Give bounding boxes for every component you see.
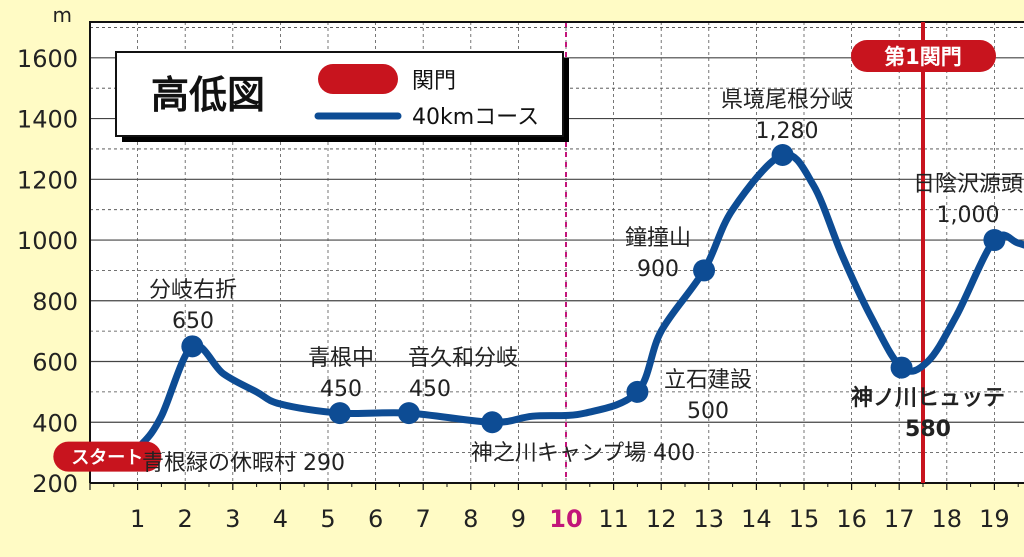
x-tick-label: 14 [741,505,772,533]
legend-course-label: 40kmコース [412,105,539,130]
checkpoint-marker [397,402,420,425]
x-tick-label: 10 [549,505,582,533]
x-tick-label: 16 [836,505,867,533]
checkpoint-elevation: 450 [409,377,451,402]
x-tick-label: 4 [273,505,288,533]
checkpoint-name: 音久和分岐 [408,346,518,371]
gate-label: 第1関門 [884,45,962,69]
x-tick-label: 5 [320,505,335,533]
x-tick-label: 2 [178,505,193,533]
checkpoint-marker [626,380,649,403]
y-tick-label: 1600 [17,45,78,73]
y-unit-label: m [53,3,72,27]
x-tick-label: 3 [225,505,240,533]
checkpoint-elevation: 900 [637,257,679,282]
checkpoint-elevation: 1,280 [756,119,819,144]
y-tick-label: 600 [32,349,78,377]
checkpoint-marker [181,335,204,358]
checkpoint-name: 分岐右折 [149,278,237,303]
chart-title: 高低図 [151,73,265,117]
checkpoint-marker [983,229,1006,252]
y-tick-label: 800 [32,288,78,316]
checkpoint-marker [693,259,716,282]
x-tick-label: 15 [789,505,820,533]
checkpoint-elevation: 450 [320,377,362,402]
checkpoint-label: 神之川キャンプ場 400 [471,441,695,466]
x-tick-label: 1 [130,505,145,533]
x-tick-label: 17 [884,505,915,533]
checkpoint-name: 県境尾根分岐 [721,88,853,113]
checkpoint-marker [771,144,794,167]
start-badge [53,441,162,472]
checkpoint-marker [481,411,504,434]
x-tick-label: 7 [416,505,431,533]
x-tick-label: 9 [511,505,526,533]
x-tick-label: 6 [368,505,383,533]
checkpoint-name: 日陰沢源頭 [913,172,1023,197]
x-tick-label: 18 [932,505,963,533]
y-tick-label: 200 [32,470,78,498]
checkpoint-elevation: 580 [905,417,951,442]
checkpoint-label: 青根緑の休暇村 290 [142,451,345,476]
x-tick-label: 11 [598,505,629,533]
start-label: スタート [71,448,143,469]
x-tick-label: 13 [694,505,725,533]
x-tick-label: 12 [646,505,677,533]
checkpoint-elevation: 1,000 [937,203,1000,228]
x-tick-label: 19 [979,505,1010,533]
checkpoint-marker [328,402,351,425]
checkpoint-marker [890,356,913,379]
gate-label-pill [851,40,996,72]
legend-gate-label: 関門 [412,69,456,94]
checkpoint-name: 神ノ川ヒュッテ [851,385,1005,411]
checkpoint-elevation: 500 [687,399,729,424]
checkpoint-name: 立石建設 [664,368,752,393]
checkpoint-name: 青根中 [308,346,374,371]
plot-border [89,21,1024,483]
y-tick-label: 400 [32,409,78,437]
legend-gate-swatch [318,64,398,94]
elevation-line [119,150,1024,460]
checkpoint-elevation: 650 [172,309,214,334]
y-tick-label: 1000 [17,227,78,255]
checkpoint-name: 鐘撞山 [625,226,691,251]
y-tick-label: 1200 [17,166,78,194]
x-tick-label: 8 [463,505,478,533]
y-tick-label: 1400 [17,106,78,134]
